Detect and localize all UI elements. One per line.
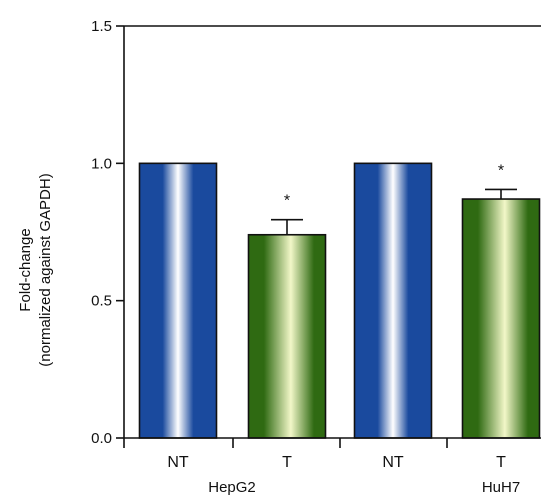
category-label-4: T: [496, 454, 506, 471]
significance-marker-4: *: [498, 162, 504, 179]
y-axis-title-line1: Fold-change: [17, 228, 34, 311]
label-layer: NT * T NT * T 0.0 0.5 1.0 1.5 HepG2 HuH7: [91, 18, 520, 496]
category-label-2: T: [282, 454, 292, 471]
bar-1: [138, 162, 218, 439]
category-label-3: NT: [382, 454, 404, 471]
bar-3: [353, 162, 433, 439]
y-tick-label-3: 1.5: [91, 18, 112, 35]
y-tick-label-2: 1.0: [91, 155, 112, 172]
group-label-2: HuH7: [482, 479, 520, 496]
axis-layer: [116, 25, 541, 448]
bars-layer: [138, 162, 541, 439]
bar-2: [247, 233, 327, 439]
y-tick-label-0: 0.0: [91, 430, 112, 447]
group-label-1: HepG2: [208, 479, 256, 496]
category-label-1: NT: [167, 454, 189, 471]
y-tick-label-1: 0.5: [91, 293, 112, 310]
bar-4: [461, 198, 541, 439]
y-axis-title-line2: (normalized against GAPDH): [37, 173, 54, 366]
significance-marker-2: *: [284, 193, 290, 210]
